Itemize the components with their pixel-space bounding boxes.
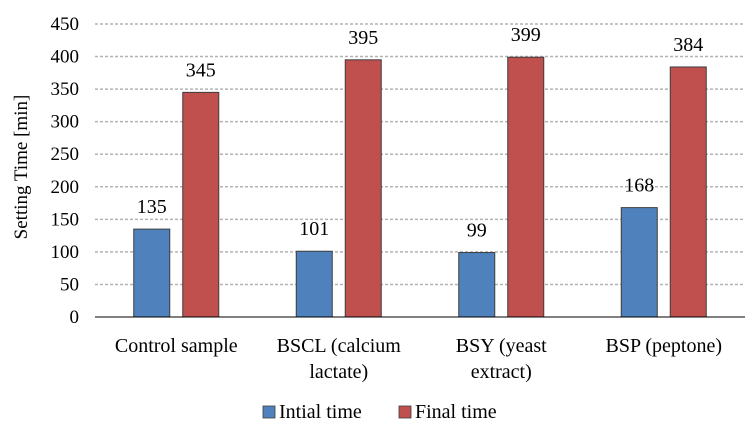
bar — [458, 252, 496, 318]
data-label: 399 — [511, 24, 541, 46]
bar — [507, 56, 545, 318]
legend-label: Intial time — [279, 401, 362, 423]
x-category-label: BSY (yeast — [456, 335, 547, 357]
y-tick-label: 100 — [51, 242, 80, 263]
data-label: 384 — [673, 34, 703, 56]
y-axis-label: Setting Time [min] — [11, 95, 32, 240]
x-axis-categories: Control sample BSCL (calcium lactate) BSY (… — [115, 335, 722, 383]
data-label: 395 — [348, 27, 378, 49]
y-tick-label: 450 — [51, 14, 80, 35]
bar — [620, 207, 658, 318]
bar — [182, 91, 220, 318]
bar — [133, 228, 171, 318]
y-tick-label: 0 — [70, 307, 80, 328]
x-category-label: BSP (peptone) — [606, 335, 722, 357]
data-label: 99 — [467, 220, 487, 242]
y-tick-label: 300 — [51, 112, 80, 133]
y-axis-ticks: 0 50 100 150 200 250 300 350 400 450 — [51, 14, 80, 328]
x-category-label: lactate) — [309, 361, 368, 383]
data-label: 101 — [299, 218, 329, 240]
bar — [669, 66, 707, 318]
data-label: 135 — [137, 196, 167, 218]
x-category-label: extract) — [471, 361, 532, 383]
legend-label: Final time — [415, 401, 497, 423]
y-tick-label: 400 — [51, 47, 80, 68]
y-tick-label: 50 — [60, 274, 79, 295]
data-labels: 135 345 101 395 99 399 168 384 — [137, 24, 704, 241]
bar — [295, 250, 333, 318]
data-label: 345 — [186, 59, 216, 81]
y-tick-label: 150 — [51, 209, 80, 230]
legend-swatch — [262, 405, 276, 419]
bar — [344, 59, 382, 318]
x-category-label: BSCL (calcium — [277, 335, 402, 357]
bars — [133, 56, 707, 318]
legend-swatch — [398, 405, 412, 419]
x-category-label: Control sample — [115, 335, 238, 357]
y-tick-label: 250 — [51, 144, 80, 165]
y-tick-label: 200 — [51, 177, 80, 198]
y-tick-label: 350 — [51, 79, 80, 100]
data-label: 168 — [624, 175, 654, 197]
legend: Intial time Final time — [262, 401, 497, 423]
